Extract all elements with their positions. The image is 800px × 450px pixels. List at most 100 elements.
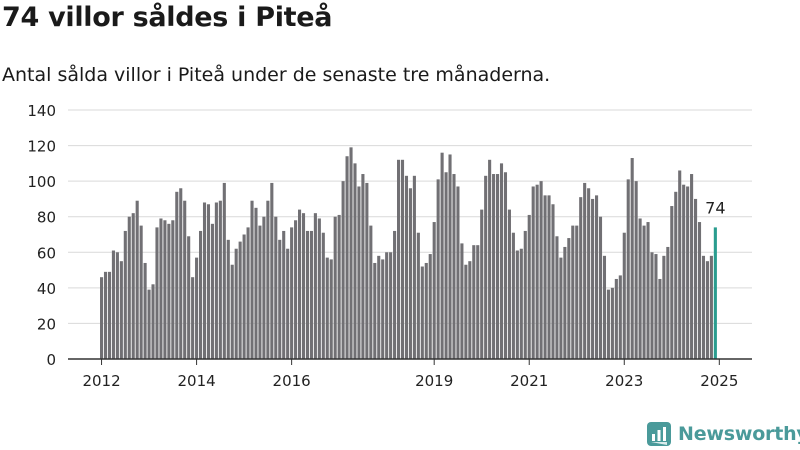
bar xyxy=(290,227,294,359)
bar xyxy=(309,230,313,359)
bar xyxy=(103,271,108,359)
bar xyxy=(519,248,523,359)
brand-logo: Newsworthy xyxy=(646,420,800,448)
bar xyxy=(697,222,702,359)
bar xyxy=(195,257,199,359)
bar xyxy=(337,214,341,359)
bar xyxy=(634,181,638,359)
bar xyxy=(701,255,706,359)
bar xyxy=(444,172,448,359)
bar xyxy=(329,259,333,359)
bar xyxy=(496,174,500,359)
bar xyxy=(527,214,531,359)
page-subtitle: Antal sålda villor i Piteå under de sena… xyxy=(2,64,551,86)
x-tick-label: 2012 xyxy=(82,372,120,390)
bar xyxy=(404,175,409,359)
bar xyxy=(143,262,147,359)
bar xyxy=(246,227,250,359)
bar xyxy=(480,209,484,359)
bar xyxy=(266,200,270,359)
x-tick-label: 2021 xyxy=(510,372,548,390)
bar xyxy=(456,186,460,359)
bar xyxy=(705,261,709,359)
bar xyxy=(214,202,218,359)
bar xyxy=(298,209,302,359)
y-tick-label: 80 xyxy=(37,209,56,227)
bar xyxy=(183,200,187,359)
bar xyxy=(361,174,365,359)
brand-name: Newsworthy xyxy=(678,423,800,445)
bar xyxy=(602,255,607,359)
bar xyxy=(119,261,123,359)
bar xyxy=(206,204,211,359)
bar xyxy=(389,252,393,359)
bar xyxy=(587,188,591,359)
bar xyxy=(250,200,254,359)
x-tick-label: 2016 xyxy=(273,372,311,390)
bar xyxy=(575,225,579,359)
bar xyxy=(175,191,179,359)
bar xyxy=(650,252,654,359)
bar xyxy=(191,277,195,359)
bar xyxy=(638,218,642,359)
bar xyxy=(397,159,401,359)
bar xyxy=(539,181,543,359)
y-tick-label: 60 xyxy=(37,244,56,262)
bar xyxy=(642,225,646,359)
bar xyxy=(242,234,246,359)
bar xyxy=(472,245,476,359)
bar xyxy=(345,156,349,359)
bar xyxy=(282,230,286,359)
bar xyxy=(567,238,571,359)
x-tick-label: 2019 xyxy=(415,372,453,390)
x-tick-label: 2025 xyxy=(700,372,738,390)
bar xyxy=(432,222,436,359)
bar xyxy=(400,159,405,359)
bar xyxy=(127,216,131,359)
bar xyxy=(226,239,230,359)
bar xyxy=(618,275,622,359)
bar xyxy=(381,259,385,359)
bar xyxy=(543,195,547,359)
bar xyxy=(511,232,515,359)
bar xyxy=(139,225,143,359)
bar xyxy=(365,182,369,359)
bar xyxy=(163,220,167,359)
bar xyxy=(357,186,361,359)
bar xyxy=(662,255,666,359)
bar xyxy=(349,147,353,359)
bar xyxy=(286,248,290,359)
bar xyxy=(440,152,444,359)
bar xyxy=(468,261,472,359)
bar xyxy=(155,227,159,359)
bar xyxy=(460,243,464,359)
bar xyxy=(670,206,674,359)
bar xyxy=(305,230,310,359)
bar xyxy=(709,255,713,359)
y-tick-label: 0 xyxy=(46,351,56,369)
bar xyxy=(606,289,610,359)
bar xyxy=(294,220,298,359)
bar xyxy=(171,220,175,359)
bar xyxy=(515,250,519,359)
bar xyxy=(682,184,686,359)
bar xyxy=(551,204,555,359)
y-tick-label: 20 xyxy=(37,315,56,333)
bar xyxy=(187,236,191,359)
bar xyxy=(416,232,420,359)
bar xyxy=(385,252,389,359)
bar xyxy=(452,174,456,359)
bar xyxy=(408,188,412,359)
bar xyxy=(159,218,163,359)
bar xyxy=(115,252,119,359)
newsworthy-logo-icon xyxy=(647,422,671,446)
bar xyxy=(341,181,345,359)
bar xyxy=(100,277,104,359)
bar xyxy=(626,179,630,359)
bar xyxy=(270,182,274,359)
bar xyxy=(686,186,690,359)
bar xyxy=(484,175,488,359)
x-tick-label: 2023 xyxy=(605,372,643,390)
bar xyxy=(111,250,115,359)
bar xyxy=(202,202,207,359)
